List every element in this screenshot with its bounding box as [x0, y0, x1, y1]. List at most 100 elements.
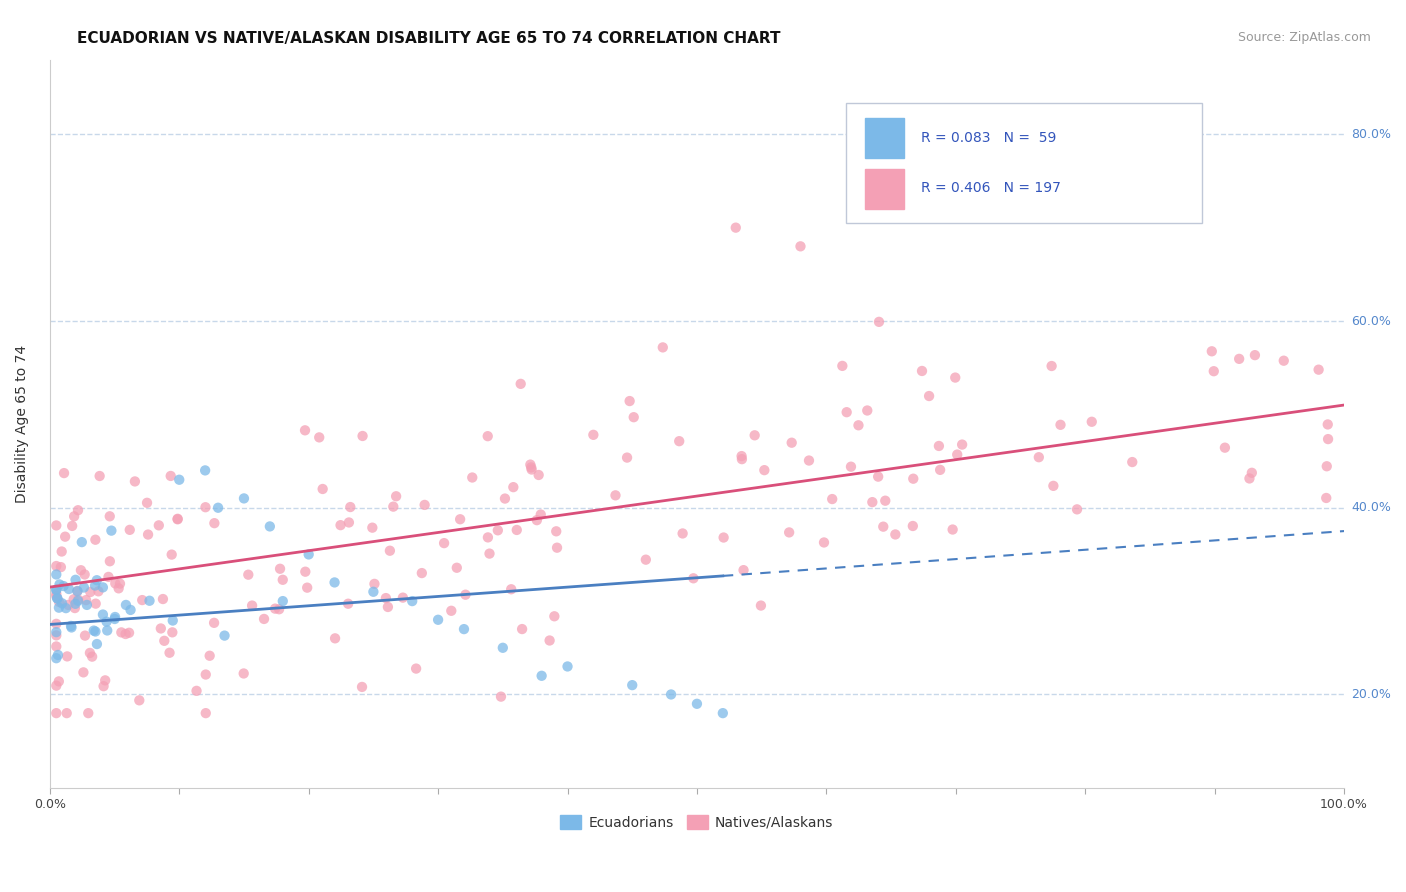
Point — [45, 651, 67, 665]
Point — [269, 562, 291, 576]
Point — [872, 519, 894, 533]
Point — [194, 706, 217, 720]
Point — [1121, 455, 1143, 469]
Point — [1244, 348, 1267, 362]
Point — [100, 524, 122, 538]
Point — [911, 364, 934, 378]
Point — [749, 599, 772, 613]
Point — [60, 620, 83, 634]
Point — [70, 535, 93, 549]
Point — [509, 376, 531, 391]
Point — [530, 669, 553, 683]
Point — [401, 594, 423, 608]
Point — [264, 601, 287, 615]
Point — [66, 584, 89, 599]
Point — [45, 587, 67, 601]
Point — [454, 588, 477, 602]
Point — [538, 633, 561, 648]
Point — [91, 580, 114, 594]
Point — [352, 429, 374, 443]
Point — [70, 563, 93, 577]
Point — [1317, 432, 1340, 446]
Point — [114, 627, 136, 641]
Point — [136, 527, 159, 541]
Legend: Ecuadorians, Natives/Alaskans: Ecuadorians, Natives/Alaskans — [555, 810, 839, 836]
Point — [96, 615, 118, 629]
Point — [138, 593, 160, 607]
Point — [118, 523, 141, 537]
Point — [942, 523, 965, 537]
Point — [486, 524, 509, 538]
Point — [519, 458, 541, 472]
Point — [494, 491, 516, 506]
Point — [446, 560, 468, 574]
Text: 40.0%: 40.0% — [1351, 501, 1391, 515]
Point — [713, 531, 735, 545]
Point — [1081, 415, 1104, 429]
Y-axis label: Disability Age 65 to 74: Disability Age 65 to 74 — [15, 344, 30, 503]
Point — [501, 582, 523, 597]
Point — [392, 591, 415, 605]
Point — [634, 552, 657, 566]
Point — [83, 624, 105, 638]
Point — [308, 430, 330, 444]
Point — [66, 503, 89, 517]
Point — [848, 418, 870, 433]
Text: R = 0.083   N =  59: R = 0.083 N = 59 — [921, 130, 1056, 145]
Point — [45, 625, 67, 640]
Point — [672, 526, 695, 541]
Point — [45, 518, 67, 533]
Point — [238, 567, 260, 582]
Point — [329, 518, 352, 533]
Point — [884, 527, 907, 541]
Point — [298, 548, 321, 562]
Point — [45, 567, 67, 582]
Point — [868, 469, 890, 483]
Point — [60, 519, 83, 533]
Point — [616, 450, 638, 465]
Text: R = 0.406   N = 197: R = 0.406 N = 197 — [921, 181, 1060, 195]
Point — [1066, 502, 1088, 516]
Text: Source: ZipAtlas.com: Source: ZipAtlas.com — [1237, 31, 1371, 45]
Point — [510, 622, 533, 636]
Point — [1239, 471, 1261, 485]
Point — [778, 525, 800, 540]
Point — [271, 594, 294, 608]
Point — [449, 512, 471, 526]
Point — [413, 498, 436, 512]
Point — [98, 509, 121, 524]
Point — [546, 541, 568, 555]
Point — [166, 512, 188, 526]
Point — [530, 508, 553, 522]
Point — [253, 612, 276, 626]
Point — [136, 496, 159, 510]
Point — [733, 563, 755, 577]
Point — [72, 665, 94, 680]
Point — [56, 649, 79, 664]
Point — [440, 604, 463, 618]
Point — [84, 533, 107, 547]
Point — [259, 519, 281, 533]
Point — [374, 591, 396, 605]
Point — [1316, 459, 1339, 474]
Point — [45, 679, 67, 693]
Point — [53, 466, 76, 480]
Point — [45, 582, 67, 597]
Point — [950, 437, 973, 451]
Point — [45, 640, 67, 654]
Point — [63, 509, 86, 524]
Point — [797, 453, 820, 467]
Point — [294, 423, 316, 437]
Point — [96, 624, 118, 638]
Point — [94, 673, 117, 688]
Point — [104, 576, 127, 591]
Point — [84, 578, 107, 592]
Text: ECUADORIAN VS NATIVE/ALASKAN DISABILITY AGE 65 TO 74 CORRELATION CHART: ECUADORIAN VS NATIVE/ALASKAN DISABILITY … — [77, 31, 780, 46]
Point — [198, 648, 221, 663]
Point — [928, 439, 950, 453]
Point — [84, 597, 107, 611]
Point — [86, 637, 108, 651]
Point — [167, 473, 190, 487]
Point — [433, 536, 456, 550]
Point — [232, 666, 254, 681]
